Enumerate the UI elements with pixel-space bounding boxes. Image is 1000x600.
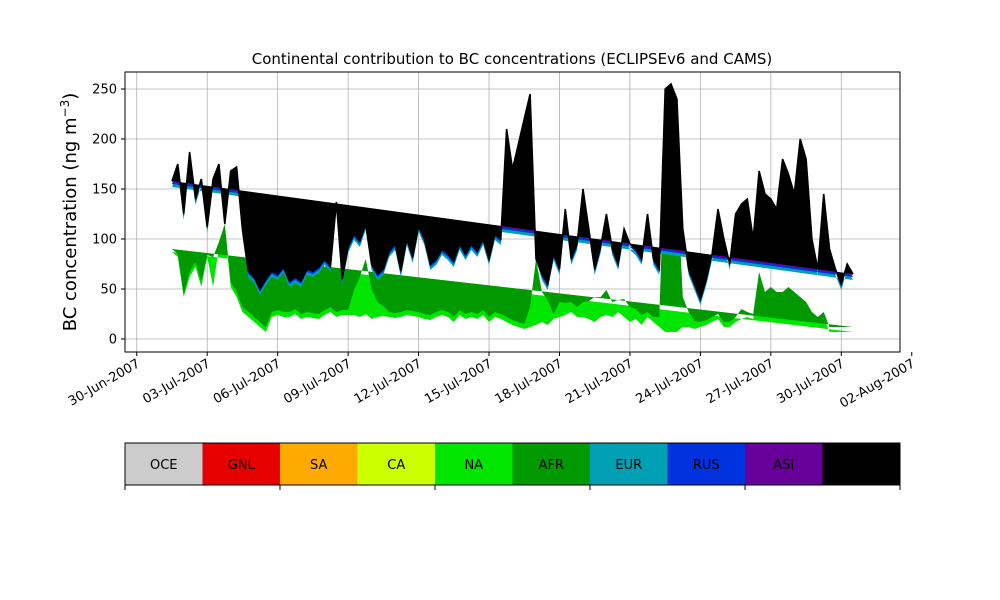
x-tick-label: 06-Jul-2007 bbox=[211, 356, 284, 407]
y-tick-label: 0 bbox=[109, 333, 117, 348]
x-tick-label: 30-Jun-2007 bbox=[66, 356, 143, 409]
legend-label-rus: RUS bbox=[693, 458, 720, 473]
legend-label-sa: SA bbox=[310, 458, 327, 473]
plot-frame bbox=[124, 71, 901, 353]
legend-swatch-oce bbox=[125, 443, 203, 485]
area-aus bbox=[172, 84, 853, 299]
legend-colorbar: OCE GNL SA CA NA AFR EUR RUS ASI AUS bbox=[124, 442, 901, 490]
x-tick-label: 02-Aug-2007 bbox=[837, 356, 917, 411]
y-tick-label: 50 bbox=[100, 283, 117, 298]
plot-area bbox=[124, 71, 901, 353]
legend-label-ca: CA bbox=[387, 458, 405, 473]
legend-swatch-eur bbox=[590, 443, 668, 485]
x-tick-label: 15-Jul-2007 bbox=[422, 356, 495, 407]
chart-title: Continental contribution to BC concentra… bbox=[252, 50, 773, 68]
legend-swatch-ca bbox=[357, 443, 436, 485]
x-tick-label: 09-Jul-2007 bbox=[281, 356, 354, 407]
legend-frame bbox=[124, 442, 901, 486]
legend-swatch-afr bbox=[512, 443, 591, 485]
y-tick-label: 250 bbox=[92, 83, 117, 98]
legend-label-aus: AUS bbox=[848, 458, 875, 473]
legend-label-asi: ASI bbox=[773, 458, 794, 473]
legend-swatch-na bbox=[435, 443, 513, 485]
x-tick-label: 27-Jul-2007 bbox=[704, 356, 777, 407]
y-tick-label: 200 bbox=[92, 133, 117, 148]
legend-swatch-rus bbox=[667, 443, 746, 485]
x-tick-label: 24-Jul-2007 bbox=[634, 356, 707, 407]
x-tick-label: 18-Jul-2007 bbox=[493, 356, 566, 407]
legend-swatch-aus bbox=[822, 443, 901, 485]
y-axis: 0 50 100 150 200 250 bbox=[92, 83, 125, 348]
y-axis-label: BC concentration (ng m−3) bbox=[58, 93, 81, 332]
x-tick-label: 21-Jul-2007 bbox=[563, 356, 636, 407]
legend-swatch-gnl bbox=[202, 443, 281, 485]
x-tick-label: 12-Jul-2007 bbox=[352, 356, 425, 407]
y-tick-label: 100 bbox=[92, 233, 117, 248]
legend-label-eur: EUR bbox=[615, 458, 642, 473]
legend-label-oce: OCE bbox=[150, 458, 178, 473]
total-line bbox=[171, 82, 854, 302]
x-tick-label: 03-Jul-2007 bbox=[140, 356, 213, 407]
x-axis: 30-Jun-200703-Jul-200706-Jul-200709-Jul-… bbox=[66, 352, 918, 412]
x-tick-label: 30-Jul-2007 bbox=[774, 356, 847, 407]
legend-label-na: NA bbox=[464, 458, 483, 473]
legend-swatch-sa bbox=[280, 443, 358, 485]
y-tick-label: 150 bbox=[92, 183, 117, 198]
legend-label-afr: AFR bbox=[539, 458, 564, 473]
legend-label-gnl: GNL bbox=[228, 458, 256, 473]
legend-swatch-asi bbox=[745, 443, 823, 485]
